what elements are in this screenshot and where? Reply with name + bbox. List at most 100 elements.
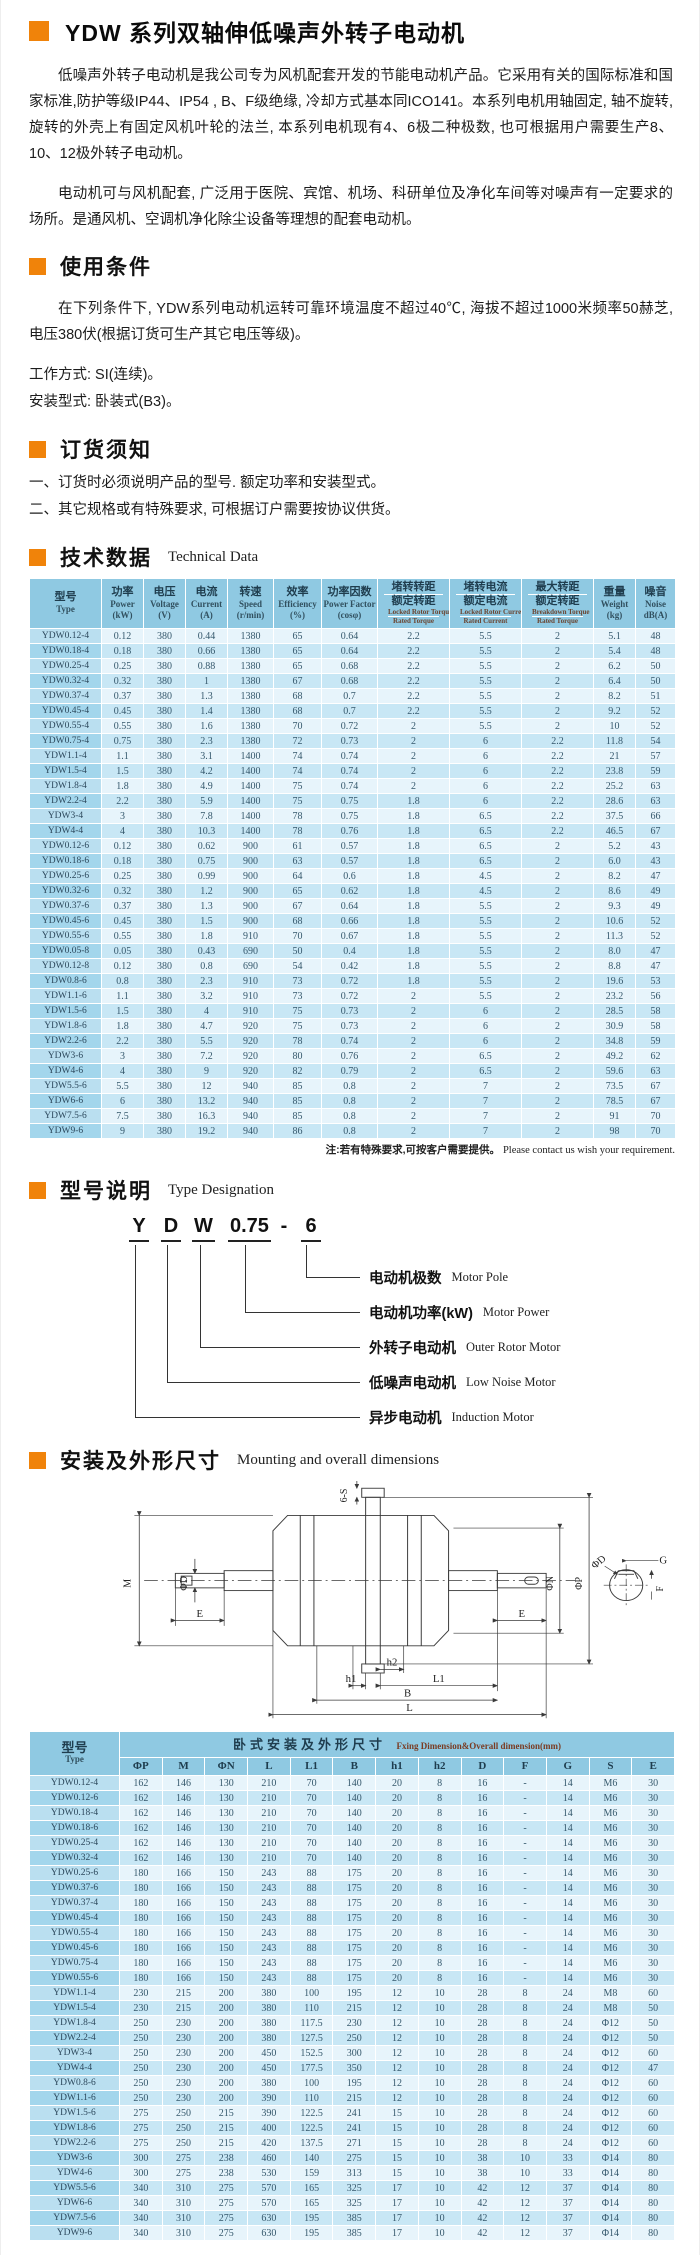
value-cell: 10 xyxy=(503,2150,547,2166)
value-cell: 380 xyxy=(143,688,186,704)
value-cell: 34.8 xyxy=(593,1033,636,1049)
value-cell: 180 xyxy=(119,1910,163,1926)
value-cell: 340 xyxy=(119,2195,163,2211)
value-cell: 50 xyxy=(631,2015,676,2031)
value-cell: M6 xyxy=(588,1805,633,1821)
value-cell: 2 xyxy=(377,1033,450,1049)
value-cell: 57 xyxy=(635,748,676,764)
column-header: 效率 Efficiency (%) xyxy=(273,578,322,629)
value-cell: 5.5 xyxy=(449,718,522,734)
model-cell: YDW0.55-6 xyxy=(29,928,102,944)
usage-line-duty: 工作方式: SI(连续)。 xyxy=(29,367,162,383)
value-cell: 0.73 xyxy=(321,1018,378,1034)
value-cell: 16 xyxy=(460,1940,505,1956)
value-cell: 30 xyxy=(631,1805,676,1821)
value-cell: 162 xyxy=(119,1850,163,1866)
value-cell: 2 xyxy=(377,1003,450,1019)
table-row: YDW0.8-6 250 230 200 380 100 195 12 10 28 8 24 Φ12 60 xyxy=(29,2075,676,2091)
value-cell: 2 xyxy=(377,1063,450,1079)
value-cell: 8 xyxy=(417,1805,462,1821)
value-cell: 1 xyxy=(185,673,228,689)
value-cell: 6 xyxy=(449,1003,522,1019)
value-cell: 2.2 xyxy=(521,763,594,779)
usage-line-mounting: 安装型式: 卧装式(B3)。 xyxy=(29,394,181,410)
value-cell: 68 xyxy=(273,688,322,704)
value-cell: 2 xyxy=(521,973,594,989)
model-cell: YDW0.12-6 xyxy=(29,1790,120,1806)
value-cell: 16 xyxy=(460,1820,505,1836)
value-cell: 6.5 xyxy=(449,1048,522,1064)
value-cell: 380 xyxy=(143,973,186,989)
column-header: G xyxy=(545,1757,590,1776)
model-cell: YDW4-4 xyxy=(29,2060,120,2076)
value-cell: 2 xyxy=(377,988,450,1004)
value-cell: 243 xyxy=(247,1940,291,1956)
code-part: D xyxy=(161,1215,181,1242)
value-cell: 66 xyxy=(635,808,676,824)
value-cell: 2.2 xyxy=(101,793,144,809)
value-cell: 1.8 xyxy=(101,1018,144,1034)
model-cell: YDW0.25-4 xyxy=(29,1835,120,1851)
value-cell: 380 xyxy=(143,748,186,764)
connector-line xyxy=(245,1245,360,1313)
column-header: ΦN xyxy=(204,1757,249,1776)
value-cell: M6 xyxy=(588,1790,633,1806)
column-header: F xyxy=(503,1757,547,1776)
dim-label-phiD: ΦD xyxy=(179,1576,190,1591)
value-cell: 450 xyxy=(247,2045,291,2061)
value-cell: 241 xyxy=(332,2105,377,2121)
value-cell: 1.8 xyxy=(377,898,450,914)
code-part: 0.75 xyxy=(228,1215,271,1242)
value-cell: 313 xyxy=(332,2165,377,2181)
value-cell: 1.5 xyxy=(185,913,228,929)
value-cell: 180 xyxy=(119,1970,163,1986)
model-cell: YDW1.8-6 xyxy=(29,1018,102,1034)
value-cell: 12 xyxy=(375,2030,419,2046)
value-cell: 88 xyxy=(289,1970,334,1986)
model-cell: YDW0.18-6 xyxy=(29,853,102,869)
model-cell: YDW0.37-6 xyxy=(29,1880,120,1896)
value-cell: 380 xyxy=(143,958,186,974)
value-cell: 14 xyxy=(545,1955,590,1971)
value-cell: 380 xyxy=(247,2030,291,2046)
value-cell: 310 xyxy=(161,2195,206,2211)
value-cell: 140 xyxy=(332,1850,377,1866)
table-row: YDW5.5-6 340 310 275 570 165 325 17 10 42 12 37 Φ14 8… xyxy=(29,2180,676,2196)
value-cell: 230 xyxy=(119,2000,163,2016)
value-cell: 20 xyxy=(375,1940,419,1956)
value-cell: 17 xyxy=(375,2195,419,2211)
value-cell: 2 xyxy=(521,838,594,854)
value-cell: 16 xyxy=(460,1835,505,1851)
value-cell: 70 xyxy=(289,1805,334,1821)
value-cell: 52 xyxy=(635,703,676,719)
value-cell: 0.6 xyxy=(321,868,378,884)
value-cell: 0.73 xyxy=(321,1003,378,1019)
column-header: M xyxy=(161,1757,206,1776)
value-cell: 14 xyxy=(545,1835,590,1851)
value-cell: 0.12 xyxy=(101,628,144,644)
value-cell: 310 xyxy=(161,2210,206,2226)
table-row: YDW0.45-4 180 166 150 243 88 175 20 8 16-14 M6 30 xyxy=(29,1910,676,1926)
value-cell: 59 xyxy=(635,763,676,779)
value-cell: 2 xyxy=(521,943,594,959)
value-cell: M6 xyxy=(588,1895,633,1911)
model-cell: YDW0.18-4 xyxy=(29,1805,120,1821)
table-row: YDW2.2-4 2.2 380 5.9 1400 75 0.75 1.8 6 2.2 28.6 63 xyxy=(29,793,676,809)
value-cell: 8.2 xyxy=(593,868,636,884)
value-cell: 12 xyxy=(375,2090,419,2106)
code-part: Y xyxy=(129,1215,149,1242)
value-cell: 1400 xyxy=(227,823,274,839)
value-cell: 150 xyxy=(204,1880,249,1896)
value-cell: 30 xyxy=(631,1940,676,1956)
value-cell: 2 xyxy=(521,1123,594,1139)
value-cell: 0.62 xyxy=(321,883,378,899)
value-cell: 67 xyxy=(273,673,322,689)
value-cell: 0.43 xyxy=(185,943,228,959)
value-cell: 8 xyxy=(503,2000,547,2016)
column-header: 功率 Power (kW) xyxy=(101,578,144,629)
value-cell: 100 xyxy=(289,1985,334,2001)
value-cell: 1.2 xyxy=(185,883,228,899)
intro-paragraph-1: 低噪声外转子电动机是我公司专为风机配套开发的节能电动机产品。它采用有关的国际标准… xyxy=(29,67,673,162)
value-cell: 7 xyxy=(449,1123,522,1139)
